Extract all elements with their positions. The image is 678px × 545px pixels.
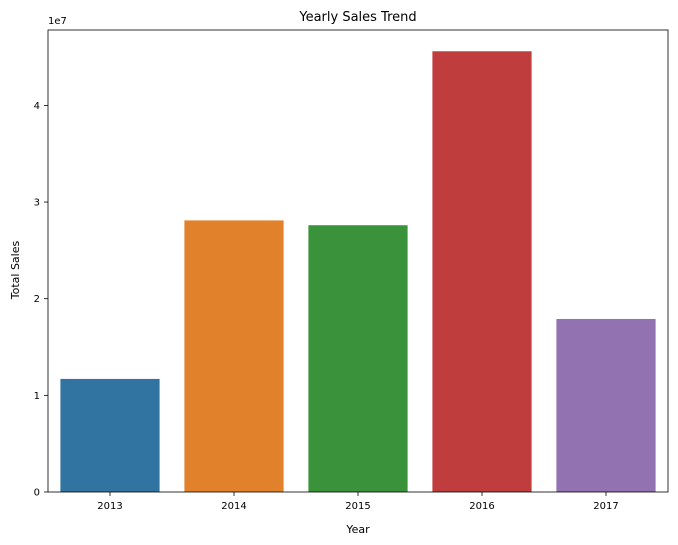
x-ticks-group: 2013 2014 2015 2016 2017 bbox=[97, 492, 619, 512]
x-tick-label: 2015 bbox=[345, 501, 370, 512]
y-ticks-group: 0 1 2 3 4 bbox=[34, 101, 48, 499]
bar-2015 bbox=[308, 225, 408, 492]
plot-frame bbox=[47, 29, 669, 493]
y-tick-label: 0 bbox=[34, 488, 40, 499]
x-tick-label: 2013 bbox=[97, 501, 122, 512]
y-tick-label: 3 bbox=[34, 198, 40, 209]
x-tick-label: 2016 bbox=[469, 501, 494, 512]
x-tick-label: 2017 bbox=[593, 501, 618, 512]
bar-2013 bbox=[60, 378, 160, 492]
y-axis-offset-label: 1e7 bbox=[48, 16, 67, 27]
bars-group bbox=[60, 51, 656, 492]
x-axis-label: Year bbox=[345, 523, 370, 536]
bar-2014 bbox=[184, 220, 284, 492]
y-tick-label: 2 bbox=[34, 294, 40, 305]
chart-title: Yearly Sales Trend bbox=[298, 10, 416, 25]
bar-2016 bbox=[432, 51, 532, 492]
x-tick-label: 2014 bbox=[221, 501, 246, 512]
y-axis-label: Total Sales bbox=[9, 241, 22, 301]
y-tick-label: 4 bbox=[34, 101, 40, 112]
y-tick-label: 1 bbox=[34, 391, 40, 402]
bar-2017 bbox=[556, 318, 656, 492]
